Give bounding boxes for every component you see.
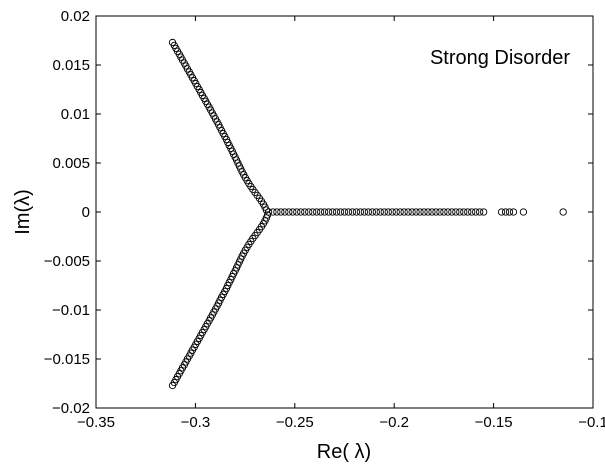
x-tick-label: −0.2	[379, 414, 409, 431]
data-point	[412, 208, 420, 216]
data-point	[472, 208, 480, 216]
data-point	[501, 208, 510, 216]
data-point	[344, 208, 353, 216]
data-point	[519, 208, 528, 216]
data-point	[309, 208, 317, 216]
data-point	[424, 208, 432, 216]
data-point	[264, 208, 273, 216]
y-tick-label: 0.01	[61, 106, 90, 123]
data-point	[392, 208, 400, 216]
data-point	[320, 208, 329, 216]
y-axis-label: Im(λ)	[12, 189, 34, 235]
data-point	[356, 208, 365, 216]
data-points	[168, 38, 567, 390]
data-point	[316, 208, 325, 216]
data-point	[468, 208, 476, 216]
data-point	[480, 208, 488, 216]
data-point	[432, 208, 440, 216]
data-point	[262, 206, 271, 214]
x-tick-label: −0.1	[578, 414, 605, 431]
data-point	[301, 208, 309, 216]
y-tick-label: −0.015	[44, 351, 90, 368]
x-tick-label: −0.15	[475, 414, 513, 431]
data-point	[289, 208, 297, 216]
data-point	[297, 208, 305, 216]
data-point	[416, 208, 424, 216]
y-tick-label: −0.02	[52, 400, 90, 417]
data-point	[404, 208, 412, 216]
data-point	[328, 208, 337, 216]
data-point	[380, 208, 388, 216]
x-axis-label: Re( λ)	[317, 441, 371, 463]
data-point	[420, 208, 428, 216]
data-point	[263, 211, 272, 219]
data-point	[285, 208, 293, 216]
y-tick-label: −0.005	[44, 253, 90, 270]
data-point	[293, 208, 301, 216]
data-point	[340, 208, 349, 216]
data-point	[400, 208, 408, 216]
x-tick-label: −0.3	[181, 414, 211, 431]
data-point	[452, 208, 460, 216]
data-point	[396, 208, 404, 216]
data-point	[372, 208, 380, 216]
data-point	[444, 208, 452, 216]
data-point	[336, 208, 345, 216]
data-point	[384, 208, 392, 216]
y-tick-label: 0	[82, 204, 90, 221]
y-tick-label: 0.02	[61, 8, 90, 25]
data-point	[497, 208, 506, 216]
data-point	[456, 208, 464, 216]
data-point	[348, 208, 357, 216]
data-point	[440, 208, 448, 216]
data-point	[352, 208, 361, 216]
y-tick-label: 0.005	[52, 155, 90, 172]
data-point	[313, 208, 321, 216]
data-point	[436, 208, 444, 216]
data-point	[448, 208, 456, 216]
axis-ticks: −0.35 −0.3 −0.25 −0.2 −0.15 −0.1 −0.02 −0.015 −0…	[44, 8, 605, 431]
data-point	[269, 208, 277, 216]
y-tick-label: −0.01	[52, 302, 90, 319]
data-point	[476, 208, 484, 216]
data-point	[464, 208, 472, 216]
annotation-text: Strong Disorder	[430, 47, 570, 69]
data-point	[324, 208, 333, 216]
data-point	[376, 208, 384, 216]
data-point	[305, 208, 313, 216]
data-point	[277, 208, 285, 216]
data-point	[368, 208, 376, 216]
data-point	[273, 208, 281, 216]
data-point	[332, 208, 341, 216]
y-tick-label: 0.015	[52, 57, 90, 74]
x-tick-label: −0.25	[276, 414, 314, 431]
data-point	[388, 208, 396, 216]
data-point	[408, 208, 416, 216]
data-point	[460, 208, 468, 216]
data-point	[360, 208, 369, 216]
data-point	[364, 208, 373, 216]
data-point	[509, 208, 518, 216]
plot-area	[95, 15, 594, 409]
x-tick-label: −0.35	[77, 414, 115, 431]
data-point	[505, 208, 514, 216]
data-point	[559, 208, 567, 216]
data-point	[281, 208, 289, 216]
data-point	[428, 208, 436, 216]
